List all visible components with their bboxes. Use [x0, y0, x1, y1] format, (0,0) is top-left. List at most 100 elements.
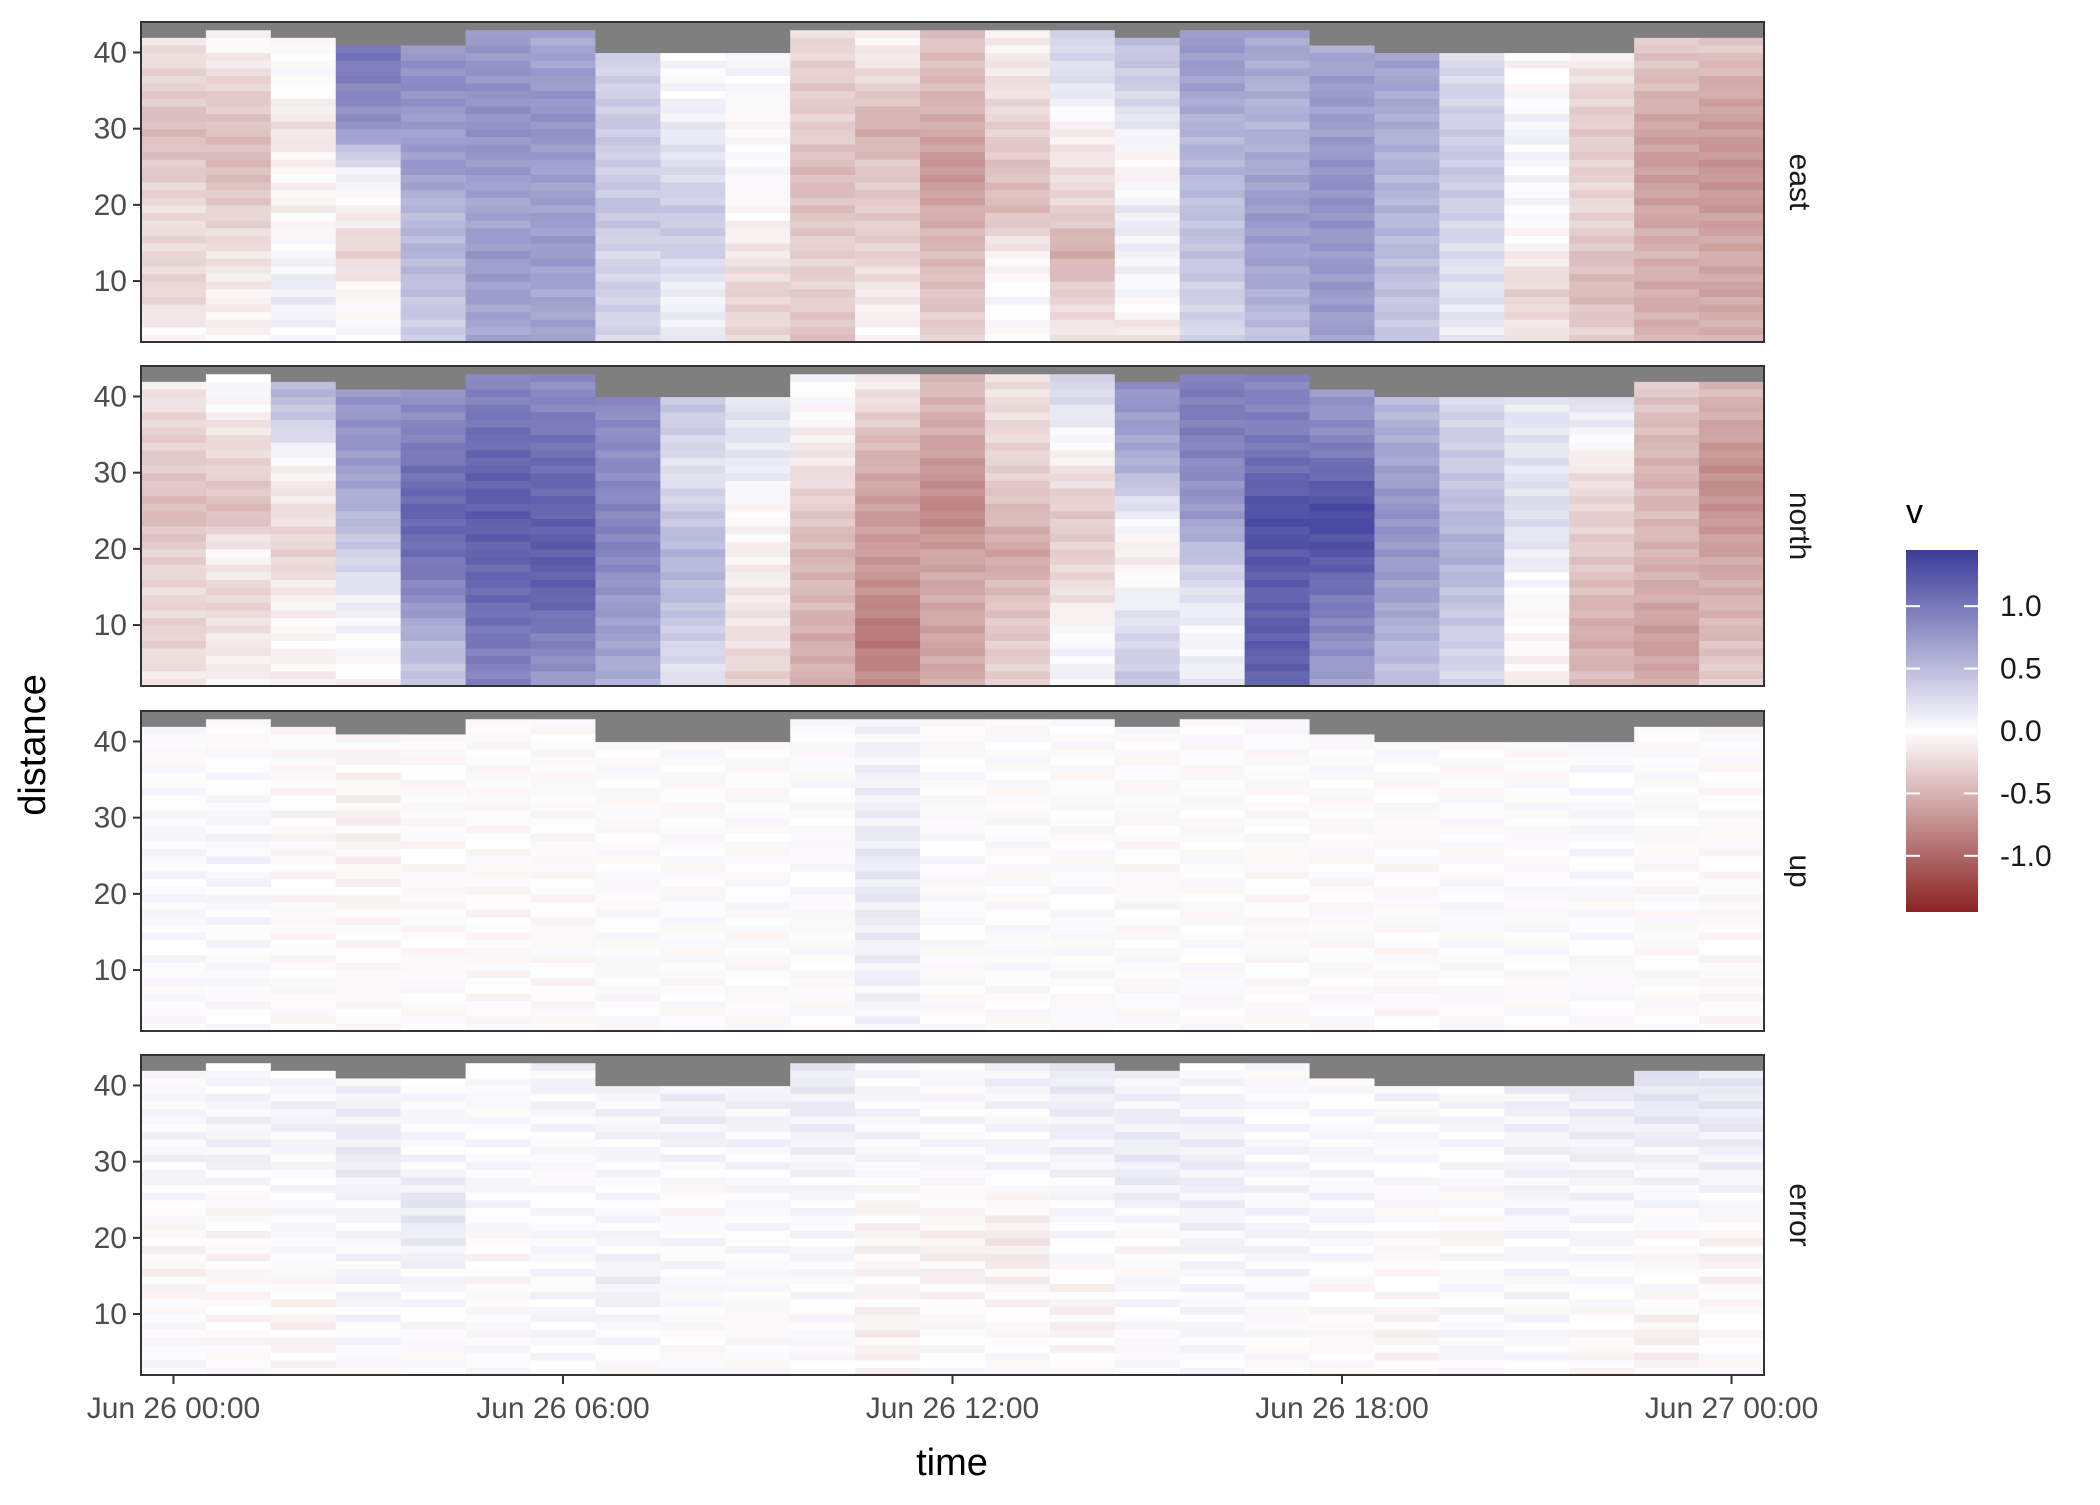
- heatmap-cell: [920, 1237, 986, 1247]
- heatmap-cell: [790, 136, 856, 145]
- heatmap-cell: [1114, 1146, 1181, 1155]
- heatmap-cell: [1634, 258, 1700, 267]
- heatmap-cell: [725, 1352, 791, 1361]
- heatmap-cell: [1439, 151, 1505, 160]
- heatmap-cell: [1114, 311, 1181, 320]
- heatmap-cell: [400, 326, 467, 335]
- heatmap-cell: [855, 197, 921, 206]
- heatmap-cell: [1309, 1062, 1376, 1071]
- heatmap-cell: [465, 98, 532, 107]
- heatmap-cell: [790, 419, 856, 428]
- heatmap-cell: [400, 303, 467, 313]
- heatmap-cell: [1504, 396, 1570, 405]
- heatmap-cell: [335, 594, 402, 603]
- heatmap-cell: [984, 1015, 1051, 1024]
- heatmap-cell: [1179, 366, 1246, 375]
- heatmap-cell: [1569, 434, 1635, 443]
- heatmap-cell: [984, 90, 1051, 99]
- heatmap-cell: [1504, 381, 1570, 390]
- heatmap-cell: [1634, 526, 1700, 535]
- heatmap-cell: [1374, 518, 1440, 527]
- heatmap-cell: [141, 281, 207, 290]
- heatmap-cell: [1049, 265, 1116, 275]
- heatmap-cell: [1569, 617, 1635, 626]
- heatmap-cell: [1439, 281, 1505, 290]
- heatmap-cell: [1569, 1070, 1635, 1079]
- heatmap-cell: [790, 1352, 856, 1361]
- legend-tick-label: 0.0: [2000, 715, 2042, 748]
- heatmap-cell: [660, 1169, 726, 1178]
- heatmap-cell: [530, 1344, 597, 1353]
- heatmap-cell: [400, 564, 467, 573]
- heatmap-cell: [660, 602, 726, 611]
- heatmap-cell: [855, 655, 921, 664]
- x-tick-label: Jun 26 12:00: [866, 1392, 1039, 1425]
- heatmap-cell: [1569, 541, 1635, 550]
- heatmap-cell: [1309, 749, 1376, 758]
- heatmap-cell: [1114, 640, 1181, 649]
- heatmap-cell: [1179, 733, 1246, 743]
- heatmap-cell: [1504, 832, 1570, 842]
- heatmap-cell: [1374, 1115, 1440, 1125]
- heatmap-cell: [1179, 810, 1246, 819]
- heatmap-cell: [855, 526, 921, 535]
- heatmap-cell: [1634, 1237, 1700, 1247]
- heatmap-cell: [1699, 1015, 1765, 1024]
- heatmap-cell: [1699, 326, 1765, 335]
- heatmap-cell: [1244, 265, 1311, 275]
- heatmap-cell: [920, 388, 986, 398]
- heatmap-cell: [465, 1085, 532, 1094]
- heatmap-cell: [1699, 396, 1765, 405]
- heatmap-cell: [1309, 579, 1376, 588]
- heatmap-cell: [855, 1108, 921, 1117]
- heatmap-cell: [205, 1260, 272, 1269]
- heatmap-cell: [465, 434, 532, 443]
- heatmap-cell: [660, 1253, 726, 1262]
- heatmap-cell: [1504, 548, 1570, 558]
- heatmap-cell: [270, 1023, 337, 1032]
- heatmap-cell: [1569, 449, 1635, 459]
- heatmap-cell: [1244, 962, 1311, 971]
- heatmap-cell: [141, 22, 207, 31]
- heatmap-cell: [465, 311, 532, 320]
- heatmap-cell: [920, 840, 986, 849]
- heatmap-cell: [725, 609, 791, 619]
- heatmap-cell: [920, 571, 986, 580]
- heatmap-cell: [790, 1123, 856, 1132]
- heatmap-cell: [1179, 977, 1246, 986]
- heatmap-cell: [1114, 1245, 1181, 1254]
- heatmap-cell: [530, 1352, 597, 1361]
- heatmap-cell: [1114, 373, 1181, 382]
- heatmap-cell: [1114, 442, 1181, 451]
- heatmap-cell: [465, 749, 532, 758]
- heatmap-cell: [400, 98, 467, 107]
- heatmap-cell: [141, 44, 207, 54]
- heatmap-cell: [141, 1230, 207, 1239]
- heatmap-cell: [1699, 1336, 1765, 1346]
- heatmap-cell: [530, 227, 597, 236]
- heatmap-cell: [660, 82, 726, 92]
- heatmap-cell: [1309, 924, 1376, 933]
- heatmap-cell: [855, 404, 921, 413]
- heatmap-cell: [855, 1283, 921, 1292]
- heatmap-cell: [1244, 1275, 1311, 1285]
- heatmap-cell: [530, 1023, 597, 1032]
- heatmap-cell: [984, 871, 1051, 880]
- heatmap-cell: [660, 802, 726, 811]
- heatmap-cell: [530, 992, 597, 1002]
- heatmap-cell: [1374, 121, 1440, 130]
- heatmap-cell: [530, 1184, 597, 1193]
- legend-tick-label: 0.5: [2000, 653, 2042, 686]
- heatmap-cell: [790, 711, 856, 720]
- heatmap-cell: [1374, 273, 1440, 282]
- heatmap-cell: [725, 594, 791, 603]
- heatmap-cell: [335, 848, 402, 857]
- heatmap-cell: [1634, 594, 1700, 603]
- heatmap-cell: [984, 212, 1051, 221]
- heatmap-cell: [1504, 741, 1570, 750]
- heatmap-cell: [1439, 617, 1505, 626]
- heatmap-cell: [530, 182, 597, 191]
- heatmap-cell: [725, 1298, 791, 1308]
- heatmap-cell: [335, 235, 402, 244]
- heatmap-cell: [1374, 1367, 1440, 1376]
